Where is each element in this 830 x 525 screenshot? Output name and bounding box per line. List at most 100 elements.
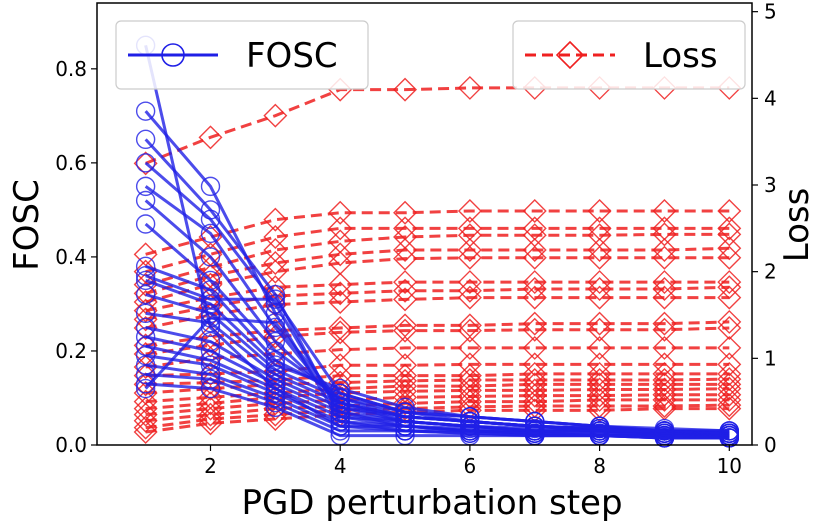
fosc-point (200, 378, 221, 399)
loss-point (133, 290, 158, 314)
fosc-series-group (135, 35, 740, 448)
fosc-point (654, 418, 675, 439)
right-y-tick-label: 0 (764, 433, 777, 457)
fosc-point (135, 190, 156, 211)
loss-point (198, 402, 223, 427)
fosc-point (135, 266, 156, 286)
loss-point (198, 391, 223, 416)
fosc-legend-box (115, 20, 369, 90)
loss-series-line (145, 326, 730, 356)
loss-series-line (145, 86, 730, 165)
left-y-tick-label: 0.8 (55, 57, 87, 81)
loss-series-line (145, 232, 730, 287)
loss-point (393, 318, 418, 343)
loss-point (587, 199, 612, 223)
loss-point (652, 285, 677, 310)
fosc-series-line (145, 382, 730, 440)
fosc-series-line (144, 316, 730, 435)
loss-point (522, 335, 547, 360)
loss-point (522, 270, 547, 295)
loss-legend-label: Loss (643, 36, 718, 76)
fosc-point (330, 383, 350, 403)
loss-point (328, 200, 353, 225)
left-y-axis-label: FOSC (7, 179, 47, 271)
loss-point (717, 222, 742, 247)
fosc-point (460, 407, 480, 427)
fosc-point (589, 421, 610, 441)
loss-series (133, 236, 742, 306)
fosc-point (200, 308, 221, 328)
loss-point (328, 320, 353, 345)
fosc-point (135, 176, 156, 197)
loss-point (133, 415, 158, 440)
loss-point (717, 335, 742, 360)
fosc-series (135, 308, 740, 443)
loss-point (522, 378, 547, 403)
loss-point (133, 402, 158, 427)
loss-point (328, 337, 353, 362)
loss-series-line (145, 246, 730, 295)
loss-point (717, 393, 742, 418)
fosc-point (200, 209, 221, 229)
loss-point (328, 290, 353, 314)
loss-point (133, 151, 158, 176)
loss-series-line (145, 209, 730, 256)
loss-point (587, 285, 612, 310)
fosc-point (265, 289, 286, 309)
x-axis-label: PGD perturbation step (241, 483, 622, 523)
loss-legend-marker (555, 40, 585, 70)
fosc-point (135, 284, 156, 305)
loss-point (717, 285, 742, 310)
x-tick-label: 10 (717, 454, 742, 478)
loss-point (457, 318, 482, 343)
right-y-tick-label: 3 (764, 173, 777, 197)
fosc-series (135, 266, 740, 441)
loss-point (587, 335, 612, 360)
right-y-tick-label: 5 (764, 0, 777, 24)
loss-point (328, 216, 353, 241)
loss-point (198, 411, 223, 436)
loss-point (652, 311, 677, 336)
loss-point (198, 255, 223, 280)
loss-point (263, 407, 288, 431)
left-y-tick-label: 0.6 (55, 151, 87, 175)
loss-point (263, 225, 288, 249)
loss-point (328, 363, 353, 388)
x-tick-label: 8 (593, 454, 606, 478)
left-y-tick-label: 0.2 (55, 339, 87, 363)
loss-point (393, 238, 418, 262)
loss-point (133, 316, 158, 340)
loss-point (393, 335, 418, 360)
loss-point (522, 352, 547, 377)
loss-series-line (145, 346, 730, 369)
fosc-point (135, 153, 156, 173)
loss-point (587, 383, 612, 408)
axes: 2 4 6 8 10 0.0 0.2 0.4 0.6 0.8 0 1 2 3 4 5 (55, 0, 777, 478)
loss-point (652, 317, 677, 342)
loss-series-line (145, 226, 730, 274)
loss-point (717, 396, 742, 421)
loss-point (522, 199, 547, 223)
fosc-point (135, 378, 156, 399)
loss-point (457, 238, 482, 262)
loss-point (328, 242, 353, 267)
loss-point (587, 352, 612, 377)
loss-point (457, 270, 482, 295)
loss-point (717, 387, 742, 412)
loss-point (587, 277, 612, 301)
right-y-axis-label: Loss (777, 188, 817, 263)
fosc-point (589, 416, 610, 436)
loss-point (457, 278, 482, 303)
loss-series (133, 316, 742, 366)
loss-point (457, 75, 482, 100)
loss-series-line (145, 362, 730, 378)
loss-point (393, 270, 418, 295)
loss-point (457, 285, 482, 310)
loss-point (652, 222, 677, 247)
fosc-point (395, 402, 415, 422)
loss-point (652, 394, 677, 418)
loss-point (587, 270, 612, 295)
loss-point (652, 245, 677, 270)
loss-point (263, 259, 288, 284)
